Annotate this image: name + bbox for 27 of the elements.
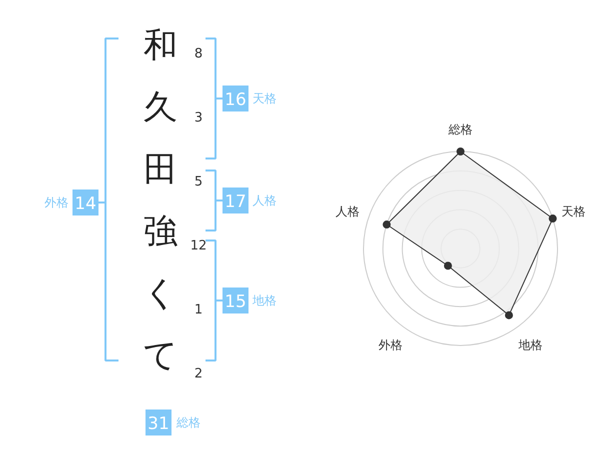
text: く [143,274,178,314]
spoke-label: 総格 [448,122,472,136]
spoke-label: 地格 [517,338,542,352]
text: 地格 [252,294,276,308]
text: 15 [224,292,246,312]
spoke-label: 人格 [335,204,360,219]
text: 16 [224,90,246,110]
text: 8 [194,46,203,62]
spoke-label: 外格 [378,338,403,352]
text: 強 [144,212,178,252]
text: 14 [74,194,96,214]
text: 5 [194,174,203,190]
text: 3 [194,110,203,126]
text: 田 [144,150,178,190]
text: 12 [190,238,207,254]
text: 17 [224,192,246,212]
text: 外格 [44,196,68,210]
spoke-label: 天格 [562,204,586,219]
text: 総格 [176,416,200,430]
text: て [143,336,178,376]
text: 天格 [252,92,276,106]
text: 31 [148,414,170,434]
text: 和 [144,26,178,66]
text: 人格 [252,194,276,208]
text: 1 [194,302,203,318]
text: 久 [144,88,178,128]
text: 2 [194,366,203,382]
